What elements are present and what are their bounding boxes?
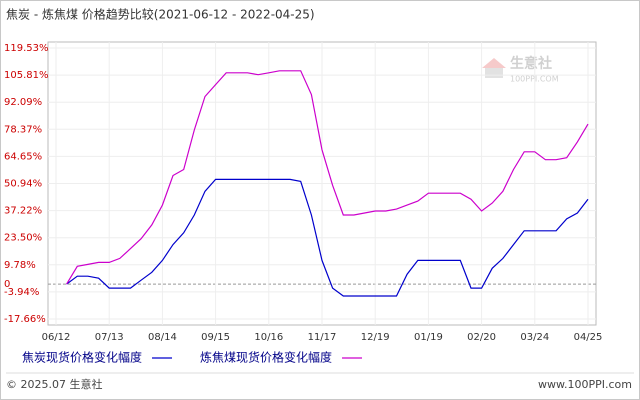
watermark-icon — [482, 58, 506, 68]
y-tick-label: 92.09% — [4, 97, 42, 108]
x-tick-label: 12/19 — [361, 332, 390, 343]
y-tick-label: 0 — [4, 279, 10, 290]
series-line — [66, 70, 589, 285]
footer-copyright: © 2025.07 生意社 — [6, 377, 102, 391]
x-tick-label: 10/16 — [254, 332, 283, 343]
watermark-name: 生意社 — [510, 55, 552, 72]
y-tick-label: -17.66% — [4, 314, 46, 325]
y-tick-label: 9.78% — [4, 260, 36, 271]
y-tick-label: 23.50% — [4, 233, 42, 244]
x-tick-label: 09/15 — [201, 332, 230, 343]
x-tick-label: 01/19 — [414, 332, 443, 343]
footer-site: www.100PPI.com — [538, 378, 632, 391]
series-line — [66, 178, 589, 297]
legend-label: 炼焦煤现货价格变化幅度 — [200, 350, 332, 365]
legend-label: 焦炭现货价格变化幅度 — [22, 350, 142, 365]
x-tick-label: 03/24 — [520, 332, 549, 343]
y-tick-label: 78.37% — [4, 124, 42, 135]
x-tick-label: 08/14 — [148, 332, 177, 343]
y-tick-label: 50.94% — [4, 178, 42, 189]
x-tick-label: 07/13 — [95, 332, 124, 343]
watermark-icon — [485, 68, 503, 78]
y-tick-label: -3.94% — [4, 287, 39, 298]
x-tick-label: 02/20 — [467, 332, 496, 343]
y-tick-label: 119.53% — [4, 43, 49, 54]
y-tick-label: 37.22% — [4, 206, 42, 217]
x-tick-label: 04/25 — [574, 332, 603, 343]
y-tick-label: 64.65% — [4, 151, 42, 162]
x-tick-label: 06/12 — [42, 332, 71, 343]
chart-title: 焦炭 - 炼焦煤 价格趋势比较(2021-06-12 - 2022-04-25) — [6, 7, 315, 22]
x-tick-label: 11/17 — [308, 332, 337, 343]
y-tick-label: 105.81% — [4, 70, 49, 81]
